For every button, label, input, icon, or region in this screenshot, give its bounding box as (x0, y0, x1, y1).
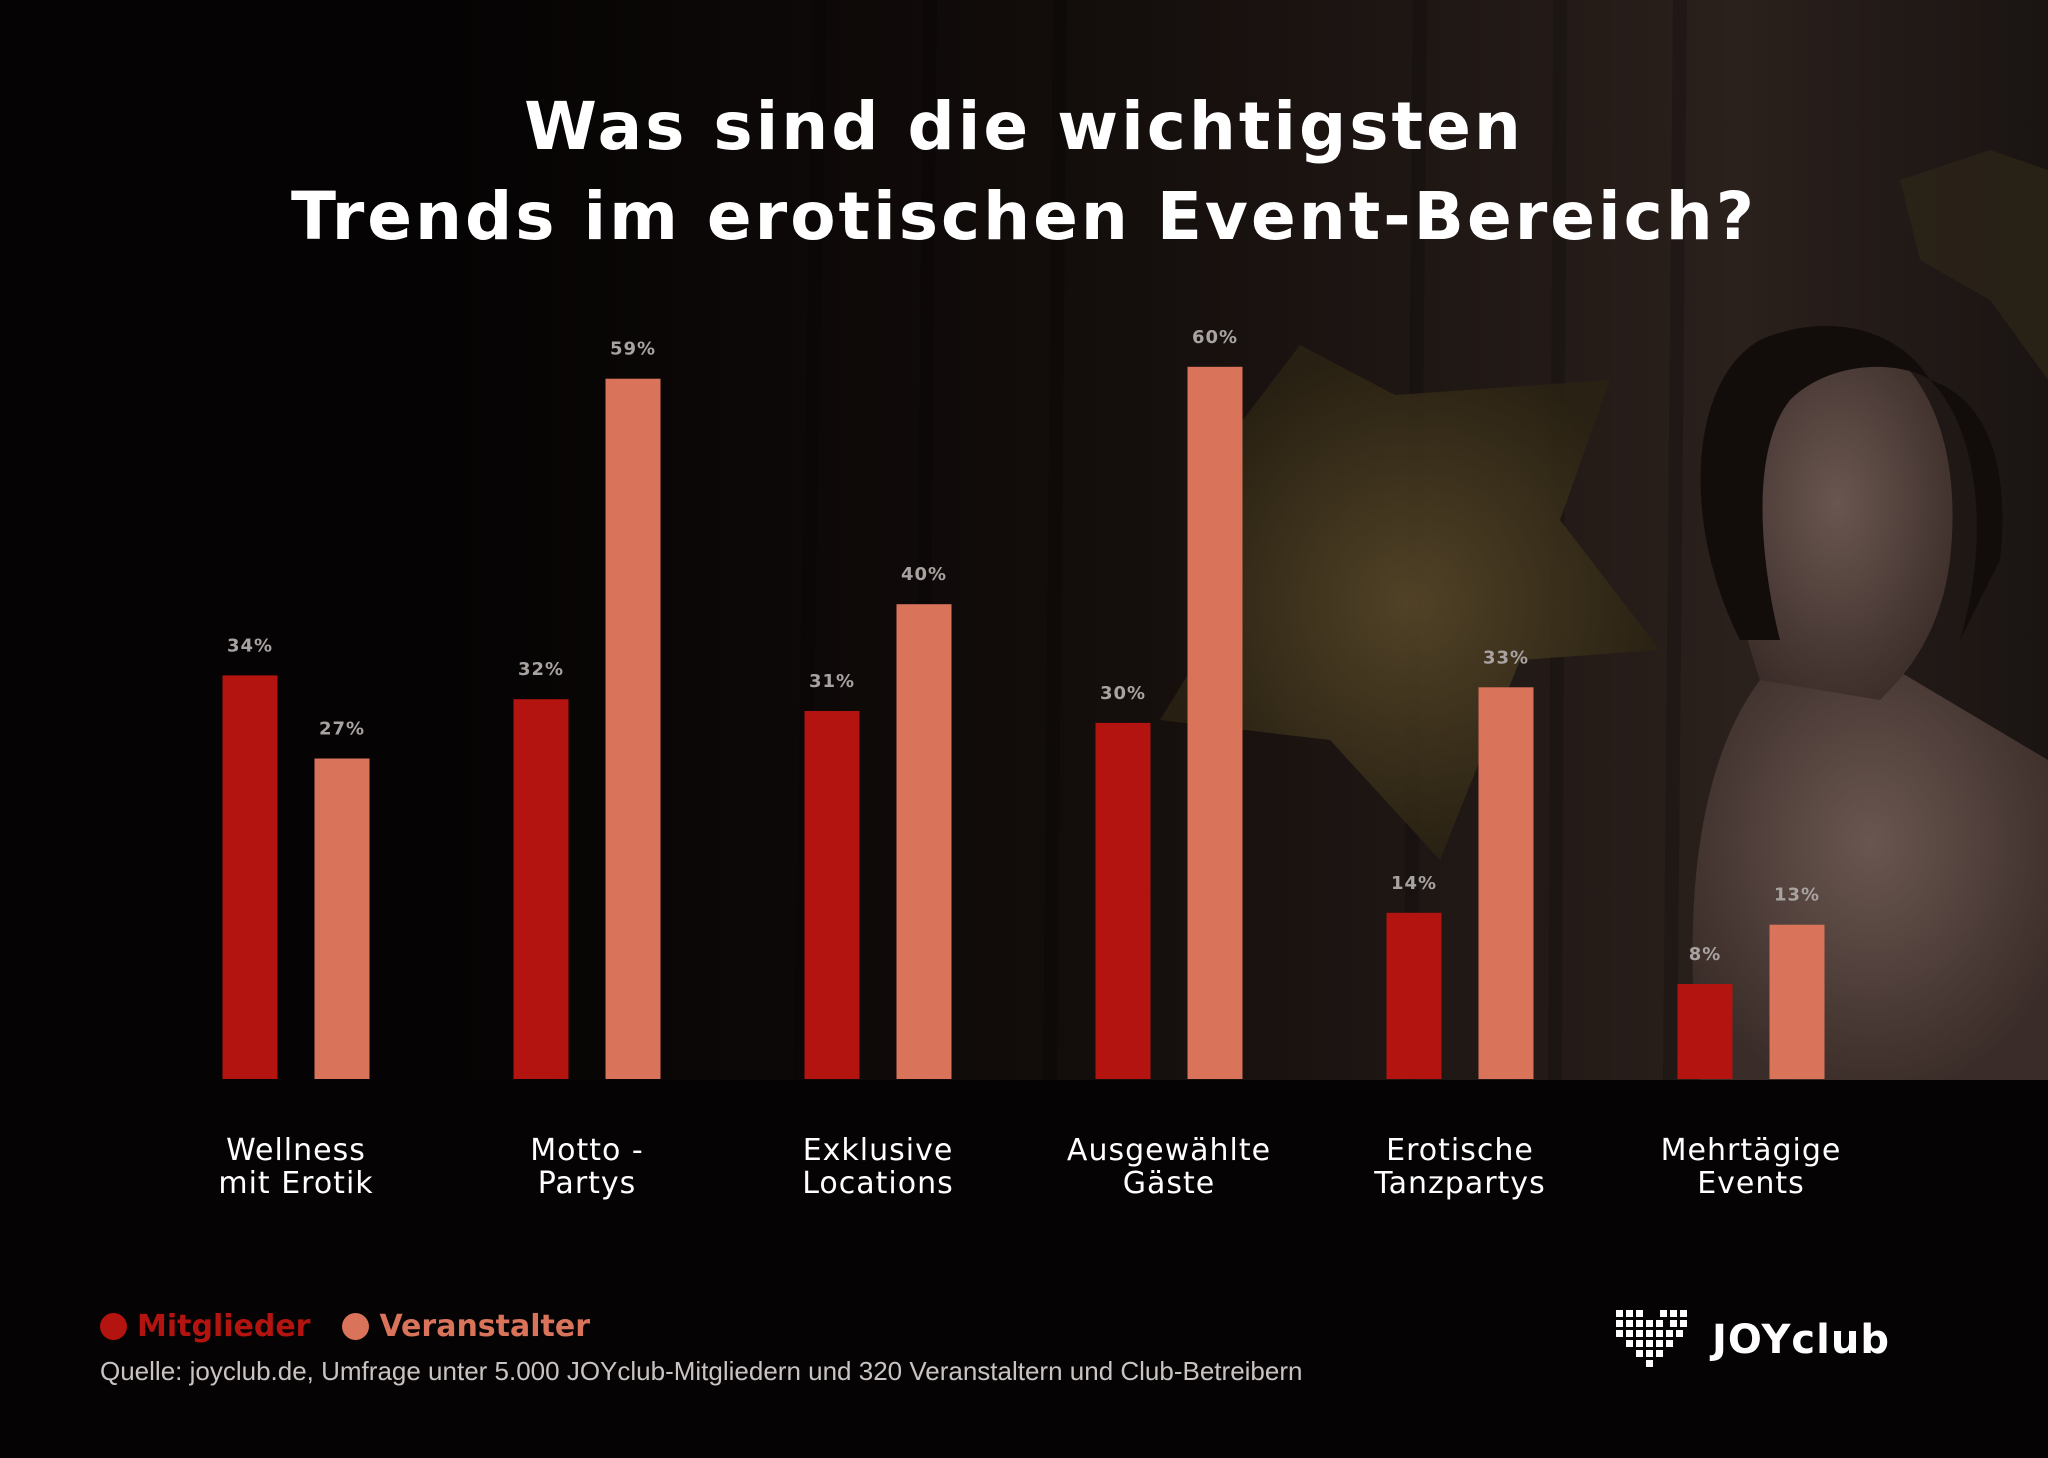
legend-label-mitglieder: Mitglieder (137, 1308, 311, 1344)
source-note: Quelle: joyclub.de, Umfrage unter 5.000 … (100, 1356, 1303, 1386)
bar-mitglieder-2 (804, 711, 860, 1079)
bar-veranstalter-3 (1187, 366, 1243, 1079)
category-label-1-line-0: Motto - (530, 1133, 644, 1168)
category-label-4-line-1: Tanzpartys (1374, 1166, 1546, 1201)
legend: Mitglieder Veranstalter (100, 1306, 622, 1346)
legend-swatch-veranstalter (342, 1312, 370, 1340)
bar-mitglieder-3 (1095, 722, 1151, 1079)
category-label-5: Mehrtägige Events (1606, 1134, 1896, 1200)
data-label-veranstalter-4: 33% (1483, 647, 1529, 668)
category-label-4-line-0: Erotische (1386, 1133, 1534, 1168)
logo-text: JOYclub (1712, 1317, 1890, 1363)
legend-item-veranstalter: Veranstalter (342, 1309, 590, 1344)
data-label-mitglieder-4: 14% (1391, 873, 1437, 894)
bar-mitglieder-5 (1677, 984, 1733, 1079)
bar-veranstalter-4 (1478, 687, 1534, 1079)
bar-mitglieder-4 (1386, 912, 1442, 1079)
category-label-0: Wellness mit Erotik (151, 1134, 441, 1200)
bar-veranstalter-2 (896, 604, 952, 1079)
chart-title: Was sind die wichtigsten Trends im eroti… (0, 82, 2048, 262)
bar-mitglieder-1 (513, 699, 569, 1079)
category-label-2: Exklusive Locations (733, 1134, 1023, 1200)
data-label-mitglieder-0: 34% (227, 635, 273, 656)
bar-mitglieder-0 (222, 675, 278, 1079)
data-label-mitglieder-3: 30% (1100, 683, 1146, 704)
legend-item-mitglieder: Mitglieder (100, 1309, 310, 1344)
category-label-5-line-1: Events (1697, 1166, 1805, 1201)
category-label-3: Ausgewählte Gäste (1024, 1134, 1314, 1200)
category-label-5-line-0: Mehrtägige (1660, 1133, 1842, 1168)
bar-veranstalter-5 (1769, 924, 1825, 1079)
heart-dots-icon (1616, 1310, 1687, 1367)
category-label-1: Motto - Partys (442, 1134, 732, 1200)
joyclub-logo: JOYclub (1614, 1306, 1890, 1374)
category-label-3-line-1: Gäste (1122, 1166, 1216, 1201)
chart-title-line-1: Was sind die wichtigsten (524, 88, 1524, 165)
category-label-4: Erotische Tanzpartys (1315, 1134, 1605, 1200)
category-label-0-line-0: Wellness (226, 1133, 366, 1168)
data-label-veranstalter-1: 59% (610, 339, 656, 360)
category-label-3-line-0: Ausgewählte (1066, 1133, 1272, 1168)
chart-title-line-2: Trends im erotischen Event-Bereich? (290, 178, 1758, 255)
category-label-0-line-1: mit Erotik (218, 1166, 374, 1201)
category-label-2-line-1: Locations (802, 1166, 954, 1201)
data-label-mitglieder-2: 31% (809, 671, 855, 692)
category-label-2-line-0: Exklusive (802, 1133, 954, 1168)
data-label-veranstalter-5: 13% (1774, 885, 1820, 906)
bar-veranstalter-1 (605, 378, 661, 1079)
data-label-veranstalter-2: 40% (901, 564, 947, 585)
data-label-mitglieder-5: 8% (1689, 944, 1722, 965)
data-label-mitglieder-1: 32% (518, 659, 564, 680)
category-label-1-line-1: Partys (537, 1166, 637, 1201)
legend-label-veranstalter: Veranstalter (379, 1308, 591, 1344)
legend-swatch-mitglieder (100, 1312, 127, 1340)
data-label-veranstalter-0: 27% (319, 719, 365, 740)
bar-veranstalter-0 (314, 758, 370, 1079)
data-label-veranstalter-3: 60% (1192, 327, 1238, 348)
